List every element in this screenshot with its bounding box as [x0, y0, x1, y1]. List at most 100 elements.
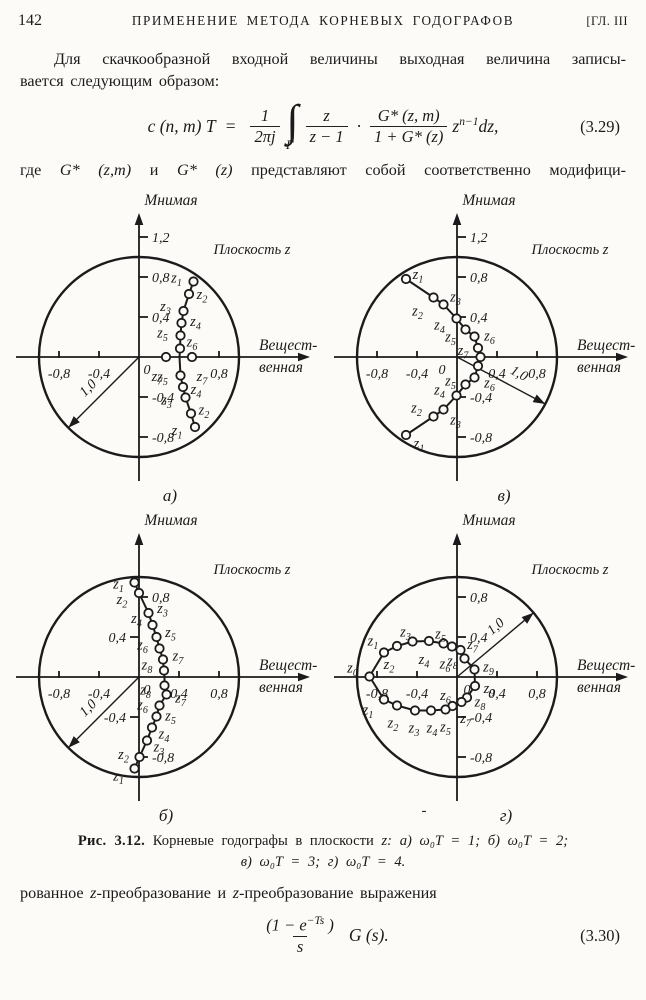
- gstar-z: G* (z): [177, 160, 233, 179]
- svg-text:z5: z5: [156, 370, 168, 389]
- chapter-marker: [ГЛ. III: [586, 14, 628, 28]
- svg-text:Мнимая: Мнимая: [461, 192, 515, 209]
- svg-text:z1: z1: [412, 267, 424, 286]
- svg-text:z2: z2: [116, 592, 128, 611]
- svg-text:z3: z3: [399, 625, 411, 644]
- svg-text:z7: z7: [459, 711, 472, 730]
- svg-text:1,2: 1,2: [470, 231, 488, 246]
- svg-text:z4: z4: [158, 727, 170, 746]
- svg-text:0,4: 0,4: [152, 311, 170, 326]
- eq329-lhs: c (n, m) T: [147, 116, 216, 137]
- svg-text:z4: z4: [189, 314, 201, 333]
- svg-text:z5: z5: [439, 720, 451, 739]
- svg-text:1,0: 1,0: [508, 364, 530, 385]
- svg-text:z2: z2: [410, 401, 422, 420]
- svg-text:0,8: 0,8: [152, 591, 170, 606]
- svg-text:0,4: 0,4: [488, 367, 506, 382]
- svg-text:z4: z4: [190, 382, 202, 401]
- svg-text:0: 0: [144, 363, 151, 378]
- svg-text:z6: z6: [186, 335, 198, 354]
- svg-text:z8: z8: [141, 658, 153, 677]
- page-number: 142: [18, 12, 42, 29]
- fraction-z-over-z-minus-1: z z − 1: [305, 106, 348, 148]
- eq330-rhs: G (s).: [348, 925, 389, 946]
- svg-text:-0,8: -0,8: [48, 687, 70, 702]
- svg-text:z5: z5: [444, 374, 456, 393]
- svg-text:1,2: 1,2: [152, 231, 170, 246]
- svg-text:-0,8: -0,8: [152, 751, 174, 766]
- svg-text:z5: z5: [444, 330, 456, 349]
- svg-text:Вещест-: Вещест-: [577, 657, 635, 674]
- svg-text:-0,4: -0,4: [470, 711, 492, 726]
- svg-text:0,4: 0,4: [170, 687, 188, 702]
- svg-text:Вещест-: Вещест-: [259, 657, 317, 674]
- svg-text:0: 0: [439, 363, 446, 378]
- equation-3-30-body: (1 − e−Ts ) s G (s).: [257, 914, 389, 958]
- svg-text:z6: z6: [136, 638, 148, 657]
- paragraph-1: Для скачкообразной входной величины выхо…: [12, 48, 634, 93]
- svg-text:z8: z8: [446, 654, 458, 673]
- svg-text:Плоскость z: Плоскость z: [213, 242, 291, 258]
- figure-panel-g: -0,8 -0,4 0,4 0,8 0,8 0,4 -0,4 -0,8 Мнимая Вещест…: [332, 507, 644, 827]
- caption-line-1: Рис. 3.12. Корневые годографы в плоскост…: [77, 833, 569, 850]
- svg-text:z1: z1: [170, 271, 182, 290]
- svg-text:z5: z5: [164, 625, 176, 644]
- svg-text:z8: z8: [139, 683, 151, 702]
- multiplication-dot: ·: [356, 116, 362, 137]
- svg-text:z7: z7: [457, 343, 470, 362]
- fraction-1-over-2pij: 1 2πj: [250, 106, 280, 148]
- page-header: 142 ПРИМЕНЕНИЕ МЕТОДА КОРНЕВЫХ ГОДОГРАФО…: [12, 10, 634, 30]
- paragraph-3: рованное z-преобразование и z-преобразов…: [20, 883, 437, 902]
- running-title: ПРИМЕНЕНИЕ МЕТОДА КОРНЕВЫХ ГОДОГРАФОВ: [131, 13, 515, 28]
- svg-text:г): г): [500, 806, 513, 825]
- fraction-zoh: (1 − e−Ts ) s: [266, 914, 334, 957]
- svg-text:0,8: 0,8: [470, 271, 488, 286]
- svg-text:а): а): [163, 486, 178, 505]
- svg-text:z3: z3: [159, 299, 171, 318]
- z-plane-plot-b: -0,8 -0,4 0,4 0,8 0,8 0,4 -0,4 -0,8 Мнимая Вещест…: [16, 512, 317, 825]
- svg-text:z5: z5: [156, 326, 168, 345]
- svg-text:Плоскость z: Плоскость z: [213, 562, 291, 578]
- svg-text:-0,4: -0,4: [406, 687, 428, 702]
- caption-line-2: в) ω₀T = 3; г) ω₀T = 4.: [240, 854, 406, 871]
- equation-number-329: (3.29): [580, 116, 620, 136]
- svg-text:z2: z2: [196, 287, 208, 306]
- figure-panel-v: -0,8 -0,4 0,4 0,8 1,2 0,8 0,4 -0,4 -0,8 Мнимая Вещ…: [332, 187, 644, 507]
- svg-text:0,8: 0,8: [470, 591, 488, 606]
- svg-text:0,8: 0,8: [528, 367, 546, 382]
- svg-text:z2: z2: [117, 747, 129, 766]
- svg-text:-0,8: -0,8: [470, 751, 492, 766]
- svg-text:z3: z3: [153, 740, 165, 759]
- svg-text:-0,4: -0,4: [88, 687, 110, 702]
- svg-text:z1: z1: [362, 703, 374, 722]
- svg-text:z4: z4: [426, 721, 438, 740]
- svg-text:z3: z3: [449, 413, 461, 432]
- equation-3-29-body: c (n, m) T = 1 2πj ∫ Г z z − 1 · G* (z, …: [147, 98, 499, 151]
- svg-text:z1: z1: [413, 436, 425, 455]
- svg-text:z7: z7: [172, 649, 185, 668]
- svg-text:z6: z6: [483, 329, 495, 348]
- svg-text:z4: z4: [433, 318, 445, 337]
- svg-text:z7: z7: [196, 369, 209, 388]
- paragraph-2: где G* (z,m) и G* (z) представляют собой…: [20, 160, 627, 179]
- svg-text:Вещест-: Вещест-: [577, 337, 635, 354]
- svg-text:z6: z6: [483, 376, 495, 395]
- equation-number-330: (3.30): [580, 925, 620, 945]
- svg-text:z1: z1: [171, 423, 183, 442]
- svg-text:венная: венная: [259, 679, 303, 696]
- svg-text:z2: z2: [387, 716, 399, 735]
- svg-text:0,4: 0,4: [470, 631, 488, 646]
- svg-text:венная: венная: [577, 359, 621, 376]
- svg-text:-0,4: -0,4: [104, 711, 126, 726]
- svg-text:-0,4: -0,4: [152, 391, 174, 406]
- svg-text:0,4: 0,4: [488, 687, 506, 702]
- svg-text:-0,8: -0,8: [470, 431, 492, 446]
- figure-3-12: -0,8 -0,4 0,8 1,2 0,8 0,4 -0,4 -0,8 Мнимая Вещест…: [14, 187, 635, 827]
- z-plane-plot-g: -0,8 -0,4 0,4 0,80,80,4-0,4-0,8МнимаяВещест…: [334, 512, 635, 825]
- svg-text:z2: z2: [411, 304, 423, 323]
- svg-text:z9: z9: [482, 660, 494, 679]
- equation-3-30: (1 − e−Ts ) s G (s). (3.30): [12, 914, 634, 958]
- svg-text:z4: z4: [418, 652, 430, 671]
- svg-text:z3: z3: [160, 393, 172, 412]
- svg-text:z0: z0: [346, 661, 358, 680]
